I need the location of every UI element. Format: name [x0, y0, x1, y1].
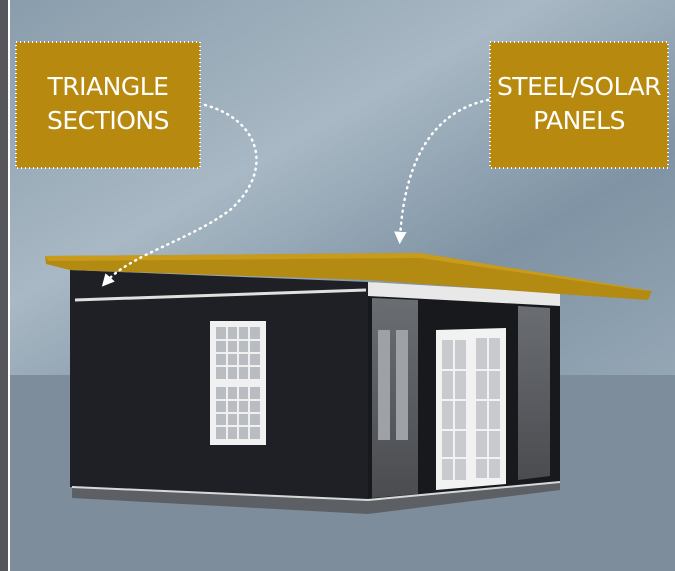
left-border	[0, 0, 8, 571]
glass-panel	[518, 306, 550, 480]
glass-pane	[378, 330, 390, 440]
clerestory	[368, 282, 560, 306]
base-trim	[71, 481, 561, 502]
roof	[45, 253, 652, 300]
trim	[74, 288, 367, 302]
callout-text: PANELS	[533, 106, 625, 135]
callout-box	[15, 41, 201, 169]
callout-arrow	[101, 103, 258, 287]
callout-text: TRIANGLE	[47, 72, 169, 101]
window-muntins	[216, 327, 260, 439]
roof-top	[45, 253, 652, 291]
callout-text: STEEL/SOLAR	[497, 72, 661, 101]
callout-text: SECTIONS	[47, 106, 169, 135]
door-muntins	[442, 338, 500, 480]
callout-box	[489, 41, 669, 169]
glass-pane	[396, 330, 408, 440]
callout-arrow	[394, 98, 490, 245]
